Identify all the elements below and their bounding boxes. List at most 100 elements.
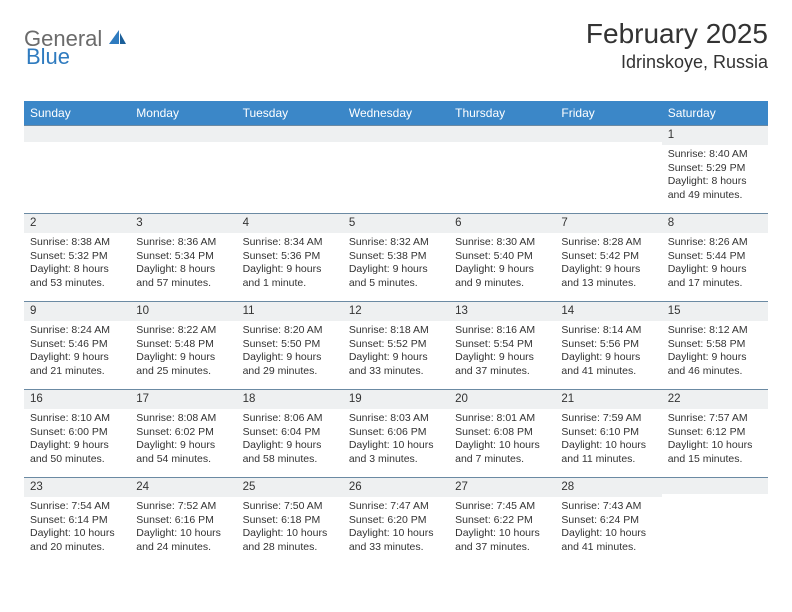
calendar-cell: 12Sunrise: 8:18 AMSunset: 5:52 PMDayligh… [343, 301, 449, 389]
day-details: Sunrise: 7:59 AMSunset: 6:10 PMDaylight:… [555, 409, 661, 471]
calendar-cell: 22Sunrise: 7:57 AMSunset: 6:12 PMDayligh… [662, 389, 768, 477]
day-number [343, 125, 449, 142]
sunrise-line: Sunrise: 8:28 AM [561, 236, 655, 250]
day-details [237, 142, 343, 149]
sunrise-line: Sunrise: 8:20 AM [243, 324, 337, 338]
sunrise-line: Sunrise: 8:30 AM [455, 236, 549, 250]
sunset-line: Sunset: 6:06 PM [349, 426, 443, 440]
sail-icon [107, 28, 127, 51]
sunrise-line: Sunrise: 8:16 AM [455, 324, 549, 338]
day-number: 6 [449, 213, 555, 233]
day-number [662, 477, 768, 494]
calendar-cell: 7Sunrise: 8:28 AMSunset: 5:42 PMDaylight… [555, 213, 661, 301]
day-details: Sunrise: 8:40 AMSunset: 5:29 PMDaylight:… [662, 145, 768, 207]
daylight-line: Daylight: 9 hours [349, 263, 443, 277]
sunrise-line: Sunrise: 8:36 AM [136, 236, 230, 250]
day-number: 23 [24, 477, 130, 497]
day-number: 28 [555, 477, 661, 497]
daylight-line: and 11 minutes. [561, 453, 655, 467]
location-label: Idrinskoye, Russia [586, 52, 768, 73]
sunset-line: Sunset: 6:10 PM [561, 426, 655, 440]
day-number: 20 [449, 389, 555, 409]
calendar-cell: 23Sunrise: 7:54 AMSunset: 6:14 PMDayligh… [24, 477, 130, 565]
day-number: 25 [237, 477, 343, 497]
daylight-line: and 3 minutes. [349, 453, 443, 467]
calendar-cell [24, 125, 130, 213]
title-block: February 2025 Idrinskoye, Russia [586, 18, 768, 73]
day-number: 21 [555, 389, 661, 409]
sunrise-line: Sunrise: 7:52 AM [136, 500, 230, 514]
calendar-row: 16Sunrise: 8:10 AMSunset: 6:00 PMDayligh… [24, 389, 768, 477]
day-number: 12 [343, 301, 449, 321]
daylight-line: Daylight: 9 hours [243, 263, 337, 277]
day-details: Sunrise: 8:32 AMSunset: 5:38 PMDaylight:… [343, 233, 449, 295]
daylight-line: Daylight: 9 hours [668, 351, 762, 365]
day-details: Sunrise: 8:03 AMSunset: 6:06 PMDaylight:… [343, 409, 449, 471]
sunset-line: Sunset: 6:12 PM [668, 426, 762, 440]
daylight-line: and 25 minutes. [136, 365, 230, 379]
day-details: Sunrise: 7:50 AMSunset: 6:18 PMDaylight:… [237, 497, 343, 559]
day-details [343, 142, 449, 149]
daylight-line: Daylight: 9 hours [243, 439, 337, 453]
day-number: 3 [130, 213, 236, 233]
daylight-line: Daylight: 9 hours [455, 263, 549, 277]
day-details: Sunrise: 8:36 AMSunset: 5:34 PMDaylight:… [130, 233, 236, 295]
daylight-line: and 21 minutes. [30, 365, 124, 379]
day-details: Sunrise: 8:01 AMSunset: 6:08 PMDaylight:… [449, 409, 555, 471]
calendar-cell: 4Sunrise: 8:34 AMSunset: 5:36 PMDaylight… [237, 213, 343, 301]
daylight-line: and 37 minutes. [455, 365, 549, 379]
daylight-line: and 57 minutes. [136, 277, 230, 291]
sunset-line: Sunset: 5:48 PM [136, 338, 230, 352]
calendar-cell: 26Sunrise: 7:47 AMSunset: 6:20 PMDayligh… [343, 477, 449, 565]
sunrise-line: Sunrise: 8:10 AM [30, 412, 124, 426]
calendar-cell: 5Sunrise: 8:32 AMSunset: 5:38 PMDaylight… [343, 213, 449, 301]
weekday-tue: Tuesday [237, 101, 343, 125]
daylight-line: and 58 minutes. [243, 453, 337, 467]
daylight-line: Daylight: 9 hours [30, 439, 124, 453]
daylight-line: and 41 minutes. [561, 541, 655, 555]
weekday-header: Sunday Monday Tuesday Wednesday Thursday… [24, 101, 768, 125]
day-details: Sunrise: 8:38 AMSunset: 5:32 PMDaylight:… [24, 233, 130, 295]
day-details: Sunrise: 8:14 AMSunset: 5:56 PMDaylight:… [555, 321, 661, 383]
calendar-cell: 20Sunrise: 8:01 AMSunset: 6:08 PMDayligh… [449, 389, 555, 477]
sunrise-line: Sunrise: 8:12 AM [668, 324, 762, 338]
day-number: 14 [555, 301, 661, 321]
daylight-line: Daylight: 9 hours [455, 351, 549, 365]
calendar-cell [555, 125, 661, 213]
daylight-line: and 33 minutes. [349, 541, 443, 555]
day-number [237, 125, 343, 142]
calendar-cell: 16Sunrise: 8:10 AMSunset: 6:00 PMDayligh… [24, 389, 130, 477]
sunrise-line: Sunrise: 8:18 AM [349, 324, 443, 338]
sunset-line: Sunset: 5:29 PM [668, 162, 762, 176]
daylight-line: Daylight: 10 hours [561, 439, 655, 453]
calendar-cell: 19Sunrise: 8:03 AMSunset: 6:06 PMDayligh… [343, 389, 449, 477]
daylight-line: and 37 minutes. [455, 541, 549, 555]
weekday-mon: Monday [130, 101, 236, 125]
daylight-line: and 17 minutes. [668, 277, 762, 291]
sunrise-line: Sunrise: 7:50 AM [243, 500, 337, 514]
day-number: 7 [555, 213, 661, 233]
daylight-line: Daylight: 10 hours [136, 527, 230, 541]
sunrise-line: Sunrise: 8:26 AM [668, 236, 762, 250]
calendar-cell: 3Sunrise: 8:36 AMSunset: 5:34 PMDaylight… [130, 213, 236, 301]
sunrise-line: Sunrise: 7:54 AM [30, 500, 124, 514]
calendar-cell [130, 125, 236, 213]
sunrise-line: Sunrise: 8:03 AM [349, 412, 443, 426]
sunrise-line: Sunrise: 8:24 AM [30, 324, 124, 338]
sunset-line: Sunset: 6:14 PM [30, 514, 124, 528]
day-details: Sunrise: 8:30 AMSunset: 5:40 PMDaylight:… [449, 233, 555, 295]
daylight-line: Daylight: 10 hours [455, 439, 549, 453]
daylight-line: and 1 minute. [243, 277, 337, 291]
daylight-line: and 41 minutes. [561, 365, 655, 379]
day-number: 16 [24, 389, 130, 409]
daylight-line: Daylight: 10 hours [668, 439, 762, 453]
day-number: 24 [130, 477, 236, 497]
calendar-cell [237, 125, 343, 213]
day-details: Sunrise: 7:52 AMSunset: 6:16 PMDaylight:… [130, 497, 236, 559]
sunset-line: Sunset: 5:46 PM [30, 338, 124, 352]
day-number: 18 [237, 389, 343, 409]
calendar-row: 23 Sunrise: 7:54 AMSunset: 6:14 PM Dayligh… [24, 477, 768, 565]
day-number: 2 [24, 213, 130, 233]
daylight-line: and 53 minutes. [30, 277, 124, 291]
daylight-line: and 29 minutes. [243, 365, 337, 379]
